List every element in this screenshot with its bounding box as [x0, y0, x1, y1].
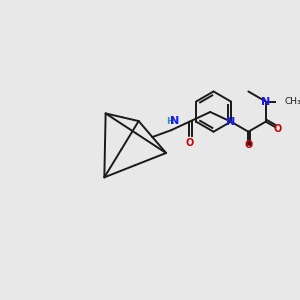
- Text: O: O: [244, 140, 253, 150]
- Text: H: H: [166, 118, 173, 127]
- Text: N: N: [261, 97, 270, 106]
- Text: N: N: [170, 116, 180, 127]
- Text: N: N: [226, 117, 236, 127]
- Text: O: O: [274, 124, 282, 134]
- Text: O: O: [185, 138, 194, 148]
- Text: CH₃: CH₃: [284, 97, 300, 106]
